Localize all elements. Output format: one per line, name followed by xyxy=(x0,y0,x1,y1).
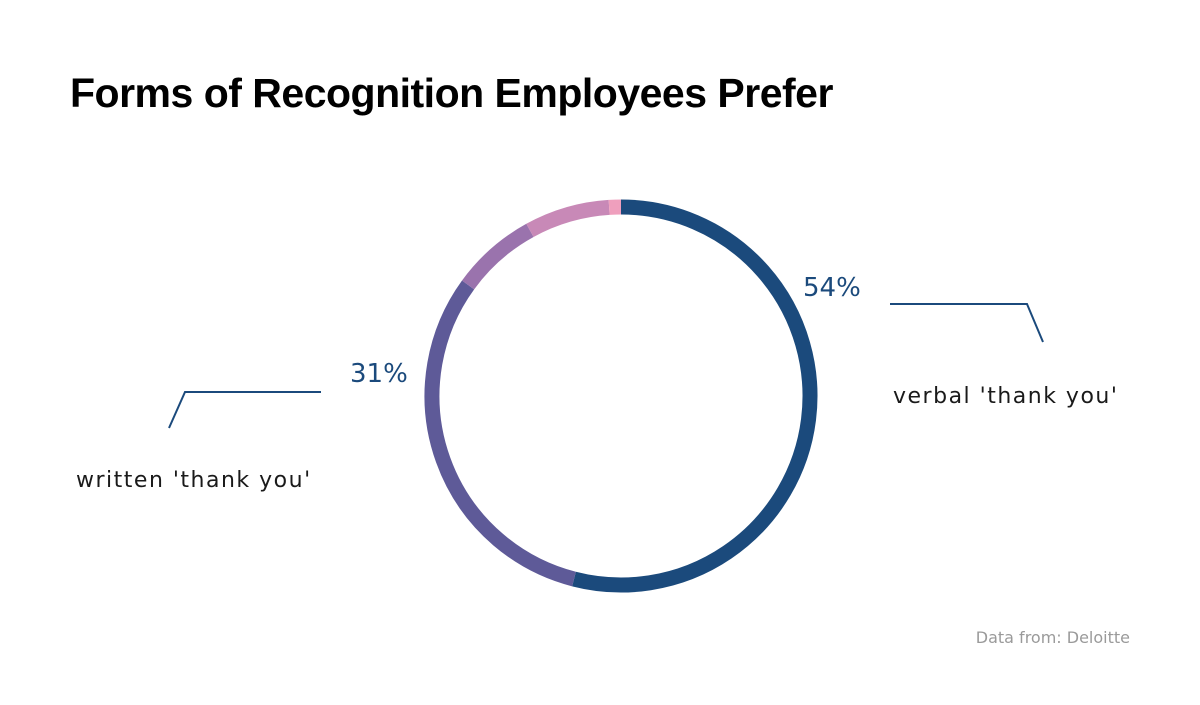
donut-slice-1 xyxy=(574,207,810,585)
value-label-verbal: 54% xyxy=(803,273,861,303)
category-label-verbal: verbal 'thank you' xyxy=(893,384,1118,409)
category-label-written: written 'thank you' xyxy=(76,468,312,493)
leader-line-verbal xyxy=(890,304,1043,342)
donut-slice-4 xyxy=(530,207,609,230)
source-note: Data from: Deloitte xyxy=(976,628,1130,647)
donut-slice-3 xyxy=(468,230,530,285)
leader-line-written xyxy=(169,392,321,428)
value-label-written: 31% xyxy=(350,359,408,389)
slice-group xyxy=(432,207,810,585)
donut-slice-2 xyxy=(432,285,574,579)
